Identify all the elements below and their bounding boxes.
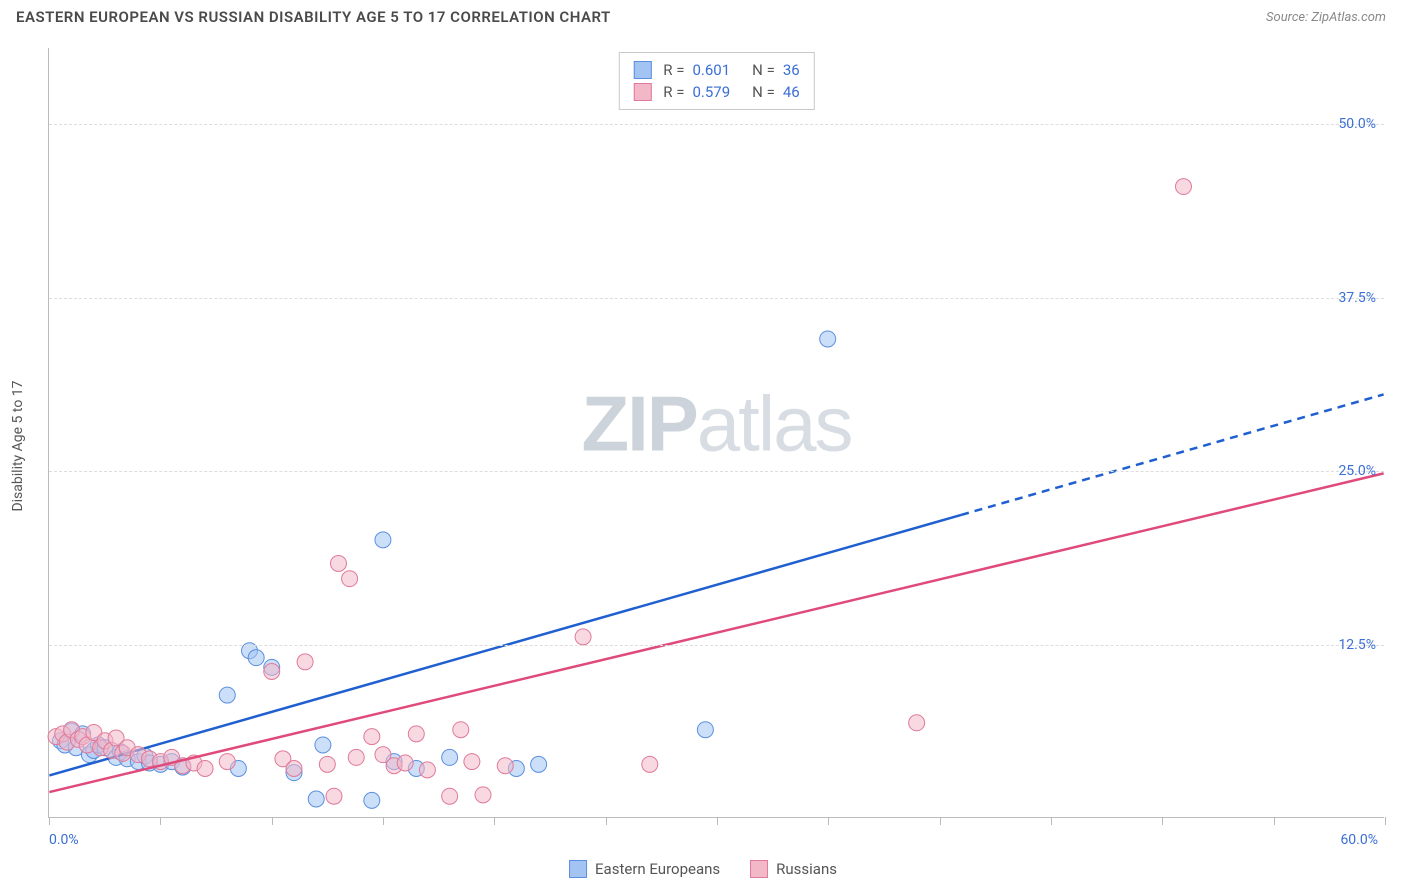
correlation-legend: R = 0.601 N = 36 R = 0.579 N = 46 [618, 52, 814, 110]
x-tick-label: 60.0% [1340, 832, 1378, 848]
data-point [375, 532, 391, 548]
data-point [497, 758, 513, 774]
data-point [442, 749, 458, 765]
data-point [330, 555, 346, 571]
data-point [264, 664, 280, 680]
gridline [49, 124, 1384, 125]
series-legend-item: Russians [750, 860, 837, 878]
data-point [531, 756, 547, 772]
legend-swatch [569, 860, 587, 878]
data-point [575, 629, 591, 645]
y-tick-label: 37.5% [1338, 290, 1376, 306]
x-tick [1274, 817, 1275, 825]
x-tick [828, 817, 829, 825]
gridline [49, 471, 1384, 472]
series-legend-item: Eastern Europeans [569, 860, 720, 878]
gridline [49, 645, 1384, 646]
data-point [364, 729, 380, 745]
data-point [397, 755, 413, 771]
data-point [308, 791, 324, 807]
x-tick [1385, 817, 1386, 825]
trend-line-extension [961, 394, 1384, 515]
x-tick [494, 817, 495, 825]
legend-swatch [633, 83, 651, 101]
x-tick [49, 817, 50, 825]
y-tick-label: 50.0% [1338, 116, 1376, 132]
series-name: Russians [776, 860, 837, 878]
correlation-legend-row: R = 0.601 N = 36 [633, 59, 799, 81]
r-value: 0.601 [692, 61, 730, 79]
n-label: N = [752, 61, 775, 79]
chart-header: EASTERN EUROPEAN VS RUSSIAN DISABILITY A… [0, 0, 1406, 30]
gridline [49, 298, 1384, 299]
data-point [909, 715, 925, 731]
x-tick [717, 817, 718, 825]
data-point [642, 756, 658, 772]
data-point [419, 762, 435, 778]
y-tick-label: 12.5% [1338, 637, 1376, 653]
x-tick [1051, 817, 1052, 825]
data-point [219, 754, 235, 770]
data-point [820, 331, 836, 347]
trend-line [49, 473, 1383, 792]
chart-plot-area: ZIPatlas R =0.601N =36R =0.579N =46 12.5… [48, 48, 1384, 818]
x-tick [606, 817, 607, 825]
data-point [442, 788, 458, 804]
data-point [348, 749, 364, 765]
data-point [248, 650, 264, 666]
x-tick [383, 817, 384, 825]
n-value: 46 [783, 83, 800, 101]
x-tick [160, 817, 161, 825]
legend-swatch [633, 61, 651, 79]
data-point [697, 722, 713, 738]
n-label: N = [752, 83, 775, 101]
x-tick [272, 817, 273, 825]
x-tick [1162, 817, 1163, 825]
data-point [315, 737, 331, 753]
r-value: 0.579 [692, 83, 730, 101]
plot-svg [49, 48, 1384, 817]
correlation-legend-row: R = 0.579 N = 46 [633, 81, 799, 103]
data-point [475, 787, 491, 803]
y-tick-label: 25.0% [1338, 463, 1376, 479]
data-point [342, 571, 358, 587]
data-point [197, 761, 213, 777]
n-value: 36 [783, 61, 800, 79]
y-axis-label: Disability Age 5 to 17 [10, 380, 26, 511]
data-point [408, 726, 424, 742]
r-label: R = [663, 83, 684, 101]
data-point [326, 788, 342, 804]
source-attribution: Source: ZipAtlas.com [1266, 10, 1386, 25]
data-point [319, 756, 335, 772]
r-label: R = [663, 61, 684, 79]
series-name: Eastern Europeans [595, 860, 720, 878]
data-point [464, 754, 480, 770]
data-point [286, 761, 302, 777]
chart-title: EASTERN EUROPEAN VS RUSSIAN DISABILITY A… [16, 8, 611, 26]
data-point [364, 792, 380, 808]
x-tick-label: 0.0% [49, 832, 79, 848]
series-legend: Eastern Europeans Russians [569, 860, 837, 878]
data-point [297, 654, 313, 670]
x-tick [940, 817, 941, 825]
data-point [1176, 179, 1192, 195]
data-point [453, 722, 469, 738]
legend-swatch [750, 860, 768, 878]
data-point [219, 687, 235, 703]
